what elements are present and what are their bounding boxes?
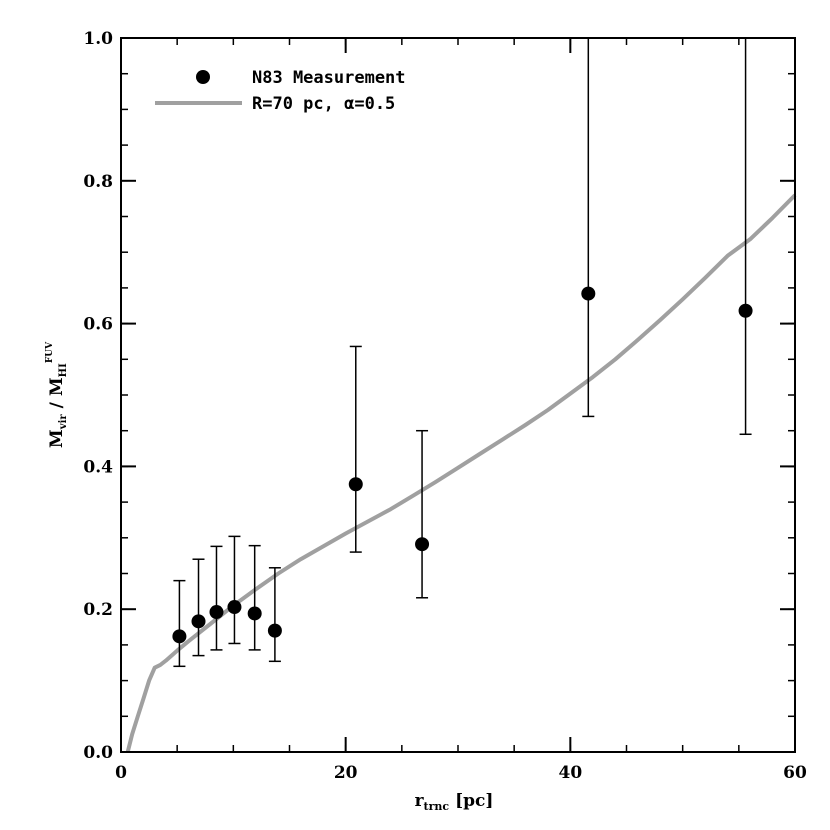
y-tick-label: 0.8 [83, 172, 113, 192]
data-point [227, 600, 242, 615]
x-tick-label: 0 [115, 763, 127, 783]
legend-label-model: R=70 pc, α=0.5 [252, 94, 395, 114]
y-tick-label: 1.0 [83, 29, 113, 49]
x-axis-label-main: r [415, 791, 425, 811]
y-axis-label-m2: M [47, 377, 67, 396]
legend-point-marker [196, 70, 210, 84]
measurement-point [247, 544, 262, 651]
x-tick-label: 20 [334, 763, 358, 783]
points-layer [172, 38, 753, 668]
y-axis-label-sup: FUV [45, 341, 55, 363]
data-point [348, 477, 363, 492]
legend-label-measurement: N83 Measurement [252, 68, 406, 88]
y-axis-label-m1: M [47, 429, 67, 448]
data-point [415, 537, 430, 552]
y-tick-label: 0.0 [83, 743, 113, 763]
plot-frame [120, 37, 796, 753]
x-tick-labels: 0 20 40 60 [115, 763, 807, 783]
data-point [738, 303, 753, 318]
measurement-point [267, 567, 282, 663]
data-point [267, 623, 282, 638]
data-point [209, 605, 224, 620]
measurement-point [581, 38, 596, 418]
x-axis-label-unit: [pc] [455, 791, 493, 811]
x-tick-label: 40 [558, 763, 582, 783]
x-tick-label: 60 [783, 763, 807, 783]
measurement-point [415, 429, 430, 599]
measurement-point [738, 38, 753, 436]
data-point [247, 606, 262, 621]
minor-ticks [120, 37, 796, 753]
model-line-layer [125, 193, 797, 753]
y-axis-label-s2: HI [58, 363, 69, 377]
data-point [172, 629, 187, 644]
y-tick-labels: 0.0 0.2 0.4 0.6 0.8 1.0 [83, 29, 113, 763]
data-point [581, 286, 596, 301]
measurement-point [227, 535, 242, 645]
y-tick-label: 0.2 [83, 600, 113, 620]
measurement-point [172, 579, 187, 668]
legend: N83 Measurement R=70 pc, α=0.5 [155, 68, 406, 114]
measurement-point [348, 345, 363, 553]
measurement-point [209, 545, 224, 651]
y-axis-label: Mvir/MHIFUV [45, 341, 69, 448]
y-tick-label: 0.4 [83, 457, 113, 477]
x-axis-label-sub: trnc [424, 800, 450, 813]
y-axis-label-s1: vir [58, 414, 69, 431]
data-point [191, 614, 206, 629]
model-line [125, 193, 797, 753]
x-axis-label: rtrnc [pc] [415, 791, 494, 813]
measurement-point [191, 558, 206, 657]
y-tick-label: 0.6 [83, 315, 113, 335]
y-axis-label-slash: / [47, 401, 67, 408]
